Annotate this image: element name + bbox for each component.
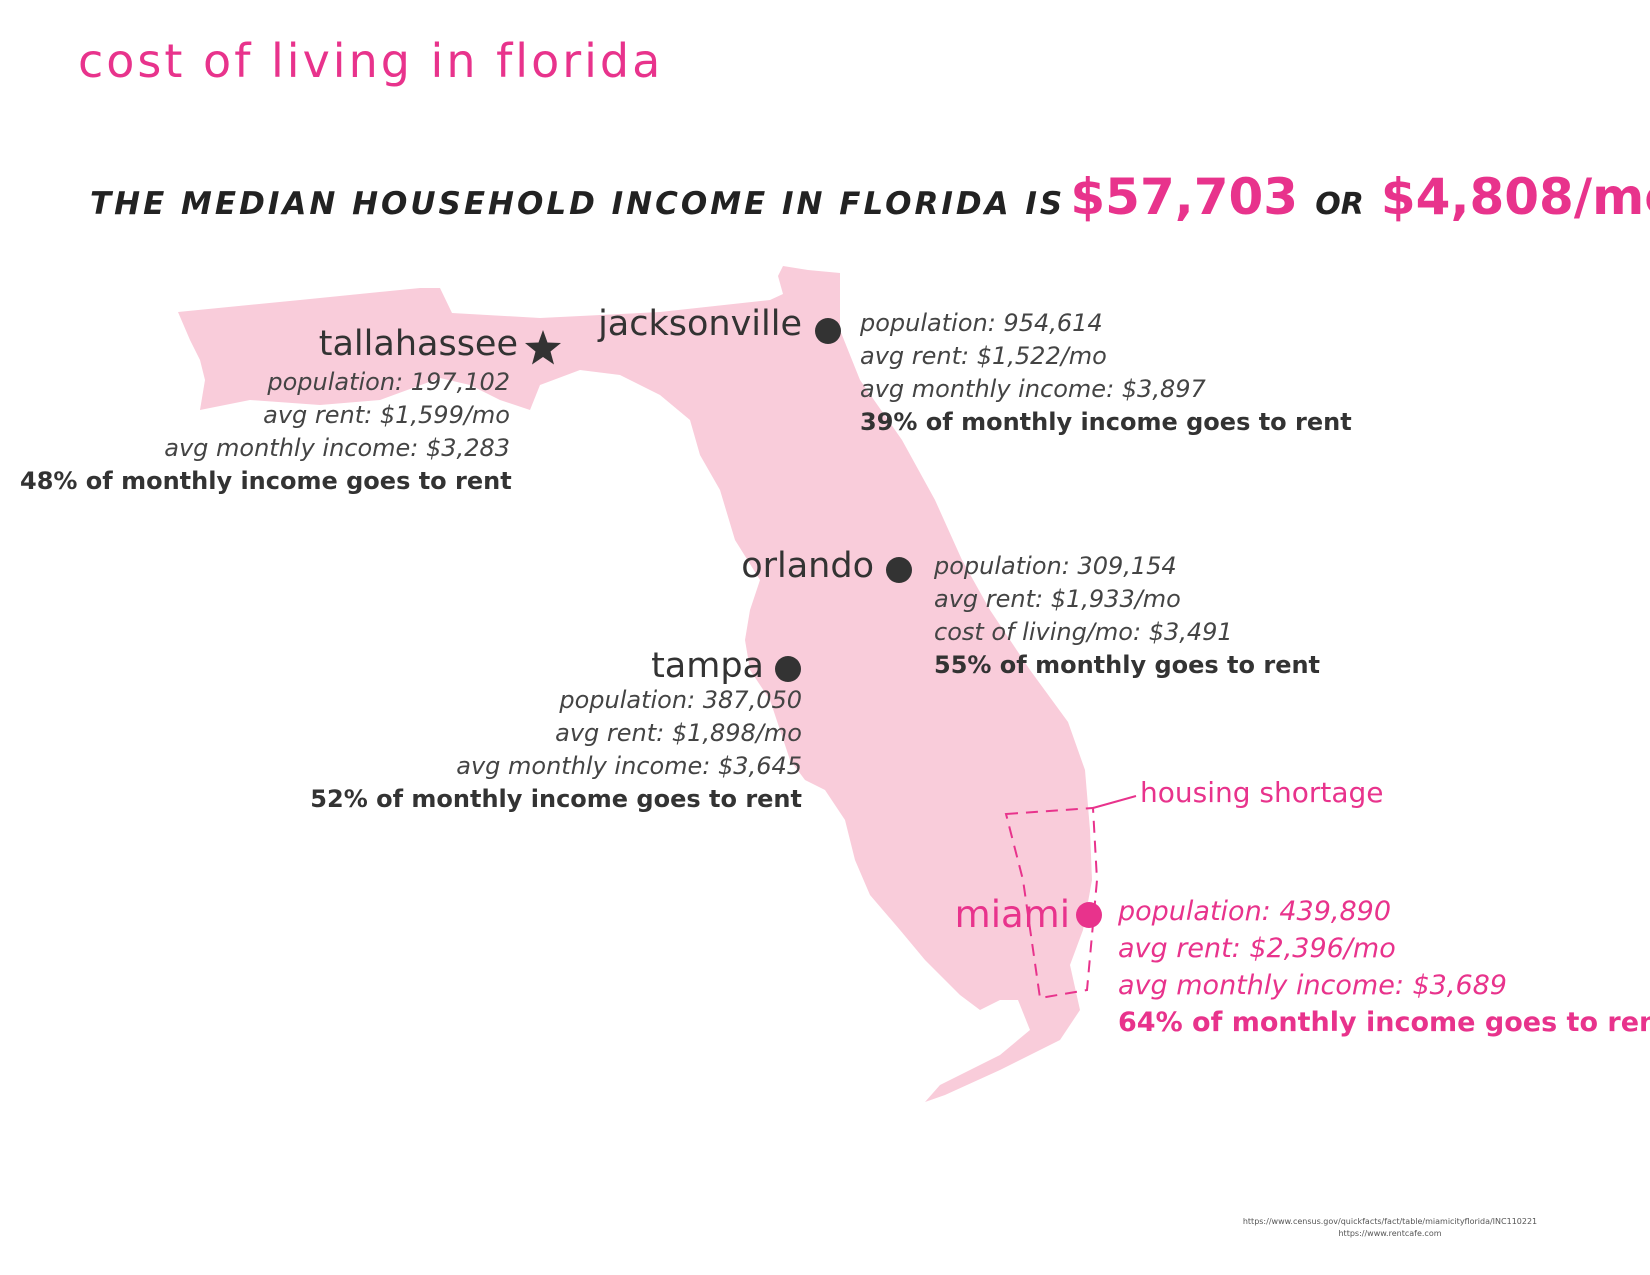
tallahassee-stats: population: 197,102 avg rent: $1,599/mo … <box>20 366 512 498</box>
tallahassee-star-icon <box>525 330 561 365</box>
jacksonville-rent-share: 39% of monthly income goes to rent <box>860 408 1352 436</box>
jacksonville-label: jacksonville <box>598 304 802 344</box>
jacksonville-stats: population: 954,614 avg rent: $1,522/mo … <box>860 307 1352 439</box>
miami-stats: population: 439,890 avg rent: $2,396/mo … <box>1118 893 1650 1041</box>
page-title: cost of living in florida <box>78 34 664 88</box>
jacksonville-income: avg monthly income: $3,897 <box>860 375 1206 403</box>
orlando-cost-of-living: cost of living/mo: $3,491 <box>934 618 1233 646</box>
orlando-rent: avg rent: $1,933/mo <box>934 585 1181 613</box>
florida-state-shape <box>178 266 1092 1102</box>
miami-population: population: 439,890 <box>1118 896 1392 927</box>
miami-rent: avg rent: $2,396/mo <box>1118 933 1396 964</box>
orlando-rent-share: 55% of monthly goes to rent <box>934 651 1321 679</box>
housing-shortage-callout: housing shortage <box>1140 776 1384 809</box>
tampa-stats: population: 387,050 avg rent: $1,898/mo … <box>300 684 802 816</box>
tampa-population: population: 387,050 <box>559 686 802 714</box>
sources: https://www.census.gov/quickfacts/fact/t… <box>1230 1216 1550 1240</box>
orlando-label: orlando <box>741 546 874 586</box>
orlando-stats: population: 309,154 avg rent: $1,933/mo … <box>934 550 1320 682</box>
jacksonville-dot-icon <box>815 318 841 344</box>
tampa-rent-share: 52% of monthly income goes to rent <box>310 785 802 813</box>
source-link-rentcafe[interactable]: https://www.rentcafe.com <box>1338 1229 1442 1238</box>
headline-lead: THE MEDIAN HOUSEHOLD INCOME IN FLORIDA I… <box>90 186 1066 222</box>
tallahassee-income: avg monthly income: $3,283 <box>164 434 510 462</box>
callout-leader-line <box>1092 795 1137 809</box>
jacksonville-population: population: 954,614 <box>860 309 1103 337</box>
headline-annual-income: $57,703 <box>1070 168 1299 226</box>
headline-monthly-income: $4,808/mo <box>1380 168 1650 226</box>
miami-dot-icon <box>1076 902 1102 928</box>
median-income-headline: THE MEDIAN HOUSEHOLD INCOME IN FLORIDA I… <box>90 168 1650 226</box>
tallahassee-rent: avg rent: $1,599/mo <box>263 401 510 429</box>
tampa-income: avg monthly income: $3,645 <box>456 752 802 780</box>
orlando-population: population: 309,154 <box>934 552 1177 580</box>
tallahassee-population: population: 197,102 <box>267 368 510 396</box>
jacksonville-rent: avg rent: $1,522/mo <box>860 342 1107 370</box>
tallahassee-rent-share: 48% of monthly income goes to rent <box>20 467 512 495</box>
tampa-label: tampa <box>651 646 764 686</box>
miami-income: avg monthly income: $3,689 <box>1118 970 1507 1001</box>
miami-label: miami <box>954 893 1070 936</box>
headline-connector: OR <box>1315 187 1364 222</box>
tallahassee-label: tallahassee <box>318 324 518 364</box>
tampa-rent: avg rent: $1,898/mo <box>555 719 802 747</box>
miami-rent-share: 64% of monthly income goes to rent <box>1118 1007 1650 1038</box>
source-link-census[interactable]: https://www.census.gov/quickfacts/fact/t… <box>1242 1217 1538 1226</box>
tampa-dot-icon <box>775 656 801 682</box>
orlando-dot-icon <box>886 557 912 583</box>
